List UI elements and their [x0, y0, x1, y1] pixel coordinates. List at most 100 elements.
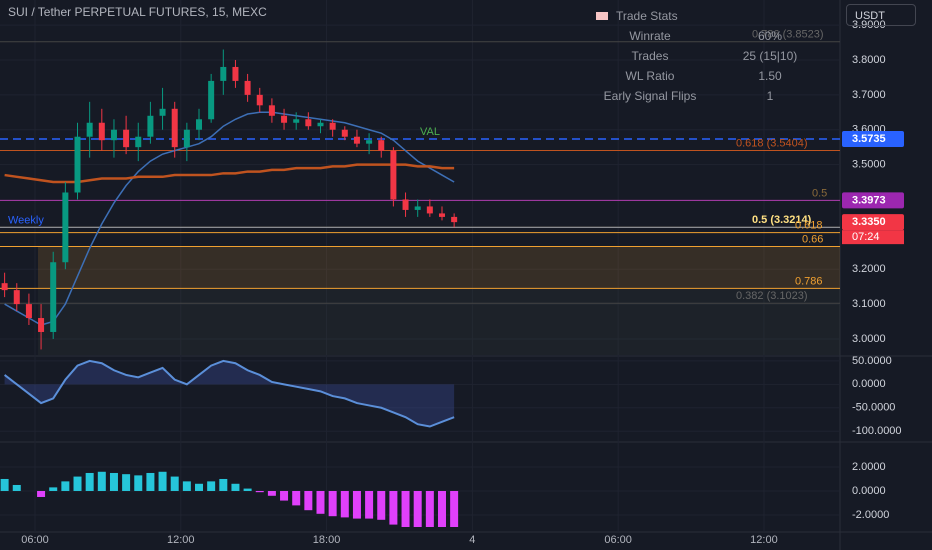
y-tick-label: 3.1000	[852, 298, 886, 310]
stats-key: Early Signal Flips	[603, 89, 697, 103]
histogram-bar	[170, 476, 179, 491]
histogram-bar	[146, 472, 155, 491]
candle-body	[62, 192, 69, 263]
candle-body	[1, 283, 8, 291]
candle-body	[341, 129, 348, 137]
candle-body	[438, 213, 445, 217]
histogram-bar	[255, 490, 264, 493]
candle-body	[159, 108, 166, 116]
candle-body	[232, 66, 239, 81]
y-tick-label: 0.0000	[852, 485, 886, 497]
fib-zone	[38, 246, 840, 289]
y-tick-label: -100.0000	[852, 425, 902, 437]
histogram-bar	[219, 478, 228, 491]
candle-body	[366, 140, 373, 144]
y-tick-label: 3.8000	[852, 54, 886, 66]
level-label: 0.66	[802, 233, 823, 245]
histogram-bar	[304, 490, 313, 511]
moving-average	[4, 111, 455, 326]
histogram-bar	[425, 490, 434, 527]
histogram-bar	[340, 490, 349, 518]
price-badge-label: 3.3973	[852, 194, 886, 206]
symbol-title: SUI / Tether PERPETUAL FUTURES, 15, MEXC	[8, 5, 267, 19]
candle-body	[378, 140, 385, 151]
stats-row: Winrate 60%	[590, 26, 830, 46]
trade-stats: Trade Stats Winrate 60% Trades 25 (15|10) …	[590, 6, 830, 106]
histogram-bar	[450, 490, 459, 527]
histogram-bar	[49, 487, 58, 491]
histogram-bar	[73, 476, 82, 491]
histogram-bar	[328, 490, 337, 517]
histogram-bar	[377, 490, 386, 520]
candle-body	[25, 304, 32, 319]
level-label: 0.5	[812, 187, 827, 199]
level-label: 0.618 (3.5404)	[736, 137, 808, 149]
oscillator-area	[4, 360, 455, 427]
level-label: 0.382 (3.1023)	[736, 290, 808, 302]
currency-button[interactable]: USDT	[846, 4, 916, 26]
candle-body	[74, 136, 81, 193]
histogram-bar	[352, 490, 361, 519]
histogram-bar	[182, 481, 191, 491]
level-label: Weekly	[8, 214, 44, 226]
histogram-bar	[61, 481, 70, 491]
stats-key: Winrate	[629, 29, 671, 43]
stats-value: 1.50	[758, 69, 782, 83]
price-badge-label: 3.5735	[852, 133, 886, 145]
histogram-bar	[280, 490, 289, 501]
candle-body	[390, 150, 397, 200]
candle-body	[147, 115, 154, 137]
histogram-bar	[389, 490, 398, 525]
x-tick-label: 06:00	[604, 534, 632, 546]
histogram-bar	[231, 483, 240, 491]
candle-body	[353, 136, 360, 144]
candle-body	[183, 129, 190, 148]
histogram-bar	[413, 490, 422, 527]
stats-title: Trade Stats	[590, 6, 830, 26]
y-tick-label: 2.0000	[852, 461, 886, 473]
histogram-bar	[365, 490, 374, 519]
histogram-bar	[0, 478, 9, 491]
candle-body	[13, 290, 20, 305]
candle-body	[317, 122, 324, 127]
stats-row: WL Ratio 1.50	[590, 66, 830, 86]
candle-body	[220, 66, 227, 81]
x-tick-label: 06:00	[21, 534, 49, 546]
candle-body	[256, 94, 263, 106]
level-label: 0.786 (3.8523)	[752, 29, 824, 41]
oscillator-line	[4, 359, 455, 428]
stats-key: WL Ratio	[625, 69, 675, 83]
candle-body	[305, 119, 312, 127]
histogram-bar	[158, 471, 167, 491]
candle-body	[38, 318, 45, 332]
stats-row: Trades 25 (15|10)	[590, 46, 830, 66]
candle-body	[86, 122, 93, 137]
histogram-bar	[243, 488, 252, 491]
histogram-bar	[437, 490, 446, 527]
level-label: 0.786	[795, 275, 823, 287]
y-tick-label: -50.0000	[852, 402, 895, 414]
y-tick-label: 3.7000	[852, 89, 886, 101]
histogram-bar	[401, 490, 410, 527]
level-label: 0.5 (3.3214)	[752, 214, 812, 226]
y-tick-label: 0.0000	[852, 378, 886, 390]
candle-body	[281, 115, 288, 123]
y-tick-label: 3.2000	[852, 263, 886, 275]
stats-row: Early Signal Flips 1	[590, 86, 830, 106]
candle-body	[50, 262, 57, 332]
candle-body	[451, 216, 458, 223]
candle-body	[329, 122, 336, 130]
histogram-bar	[109, 472, 118, 491]
moving-average	[4, 163, 455, 184]
stats-value: 1	[766, 89, 774, 103]
candle-body	[123, 129, 130, 148]
y-tick-label: -2.0000	[852, 509, 889, 521]
x-tick-label: 4	[469, 534, 475, 546]
price-badge	[842, 130, 904, 147]
level-label: VAL	[420, 126, 440, 138]
candle-body	[293, 119, 300, 123]
candle-body	[135, 136, 142, 148]
price-badge	[842, 214, 904, 231]
